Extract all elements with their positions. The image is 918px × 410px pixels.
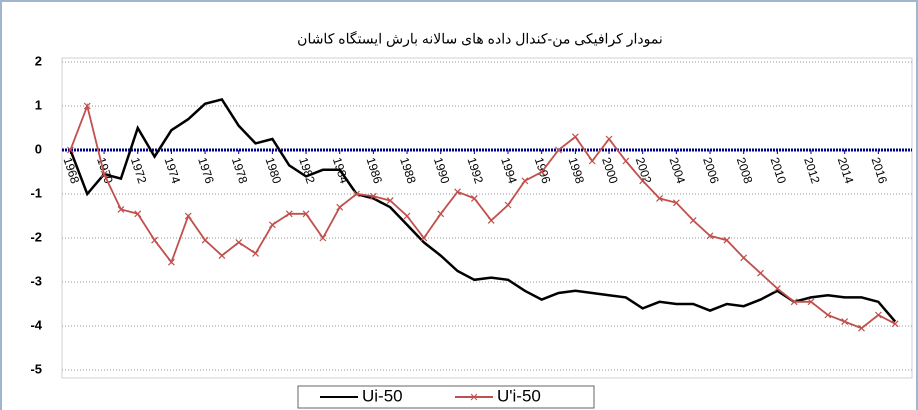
point-marker bbox=[302, 210, 310, 218]
y-tick-label: -5 bbox=[30, 361, 42, 376]
point-marker bbox=[454, 188, 461, 196]
point-marker bbox=[319, 234, 327, 242]
point-marker bbox=[403, 212, 411, 220]
point-marker bbox=[858, 324, 865, 332]
point-marker bbox=[689, 216, 697, 224]
y-tick-label: -4 bbox=[30, 317, 42, 332]
y-tick-label: 0 bbox=[35, 141, 42, 156]
y-tick-label: -2 bbox=[30, 229, 42, 244]
point-marker bbox=[588, 157, 596, 165]
point-marker bbox=[723, 236, 731, 244]
point-marker bbox=[605, 135, 613, 143]
chart-title: نمودار کرافیکی من-کندال داده های سالانه … bbox=[297, 31, 663, 48]
point-marker bbox=[386, 197, 394, 205]
point-marker bbox=[285, 210, 293, 218]
legend-box bbox=[297, 385, 595, 409]
plot-area bbox=[61, 57, 913, 379]
point-marker bbox=[201, 236, 209, 244]
y-tick-label: 1 bbox=[35, 97, 42, 112]
point-marker bbox=[437, 210, 445, 218]
point-marker bbox=[100, 170, 108, 178]
point-marker bbox=[268, 221, 276, 229]
point-marker bbox=[874, 311, 882, 319]
point-marker bbox=[117, 205, 125, 213]
point-marker bbox=[353, 190, 360, 198]
legend-label: U'i-50 bbox=[497, 386, 541, 405]
point-marker bbox=[824, 311, 832, 319]
point-marker bbox=[487, 216, 495, 224]
point-marker bbox=[134, 210, 142, 218]
y-tick-label: -3 bbox=[30, 273, 42, 288]
point-marker bbox=[470, 194, 478, 202]
point-marker bbox=[504, 201, 512, 209]
y-tick-label: -1 bbox=[30, 185, 42, 200]
point-marker bbox=[740, 254, 748, 262]
point-marker bbox=[555, 146, 562, 154]
series-line bbox=[69, 97, 897, 323]
point-marker bbox=[841, 318, 849, 326]
point-marker bbox=[369, 192, 377, 200]
point-marker bbox=[891, 320, 899, 328]
point-marker bbox=[757, 269, 764, 277]
point-marker bbox=[167, 258, 175, 266]
point-marker bbox=[151, 236, 158, 244]
point-marker bbox=[218, 252, 226, 260]
point-marker bbox=[336, 203, 344, 211]
point-marker bbox=[672, 199, 680, 207]
y-tick-label: 2 bbox=[35, 53, 42, 68]
point-marker bbox=[184, 212, 192, 220]
point-marker bbox=[807, 298, 815, 306]
point-marker bbox=[706, 232, 714, 240]
point-marker bbox=[235, 238, 243, 246]
point-marker bbox=[639, 177, 647, 185]
point-marker bbox=[622, 157, 630, 165]
point-marker bbox=[420, 234, 428, 242]
point-marker bbox=[656, 194, 663, 202]
point-marker bbox=[790, 298, 798, 306]
point-marker bbox=[66, 146, 74, 154]
point-marker bbox=[83, 102, 91, 110]
point-marker bbox=[538, 168, 546, 176]
point-marker bbox=[521, 177, 529, 185]
point-marker bbox=[571, 133, 579, 141]
point-marker bbox=[773, 285, 781, 293]
point-marker bbox=[252, 249, 259, 257]
legend-marker bbox=[470, 393, 478, 401]
legend-label: Ui-50 bbox=[362, 386, 403, 405]
